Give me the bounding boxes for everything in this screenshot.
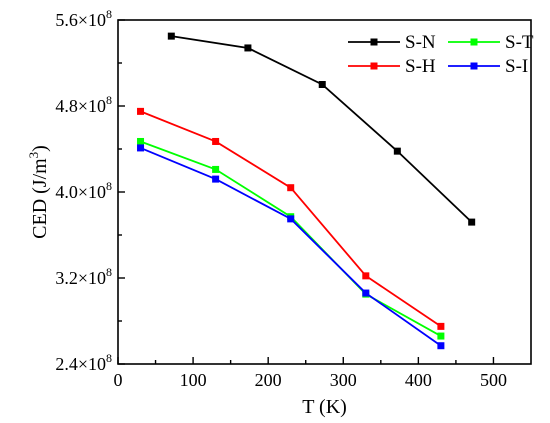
x-tick-label: 0 [114,370,123,390]
x-axis-title: T (K) [302,396,347,418]
data-point [212,165,220,173]
data-point [287,184,295,192]
legend-item-s-i: S-I [448,56,528,77]
axis-tick-labels: 0 100 200 300 400 500 2.4×108 3.2×108 4.0×108 4.8… [55,7,507,390]
data-point [393,147,401,155]
x-tick-label: 100 [180,370,207,390]
data-point [137,107,145,115]
series-s-h [137,107,445,330]
data-point [362,289,370,297]
y-axis-title-text: CED (J/m [29,158,51,239]
data-point [167,32,175,40]
legend-marker [370,62,378,70]
series-s-n [167,32,476,226]
y-tick-label: 2.4×108 [55,351,112,374]
data-point [437,322,445,330]
legend-label: S-T [505,32,534,53]
data-point [437,342,445,350]
legend-item-s-n: S-N [348,32,436,53]
y-tick-label: 3.2×108 [55,265,112,288]
data-point [437,332,445,340]
data-point [468,218,476,226]
y-tick-label: 4.0×108 [55,179,112,202]
y-axis-title-close: ) [29,145,51,152]
data-series [137,32,476,350]
legend-label: S-H [405,56,436,77]
legend-marker [470,62,478,70]
x-tick-label: 400 [405,370,432,390]
series-line [140,147,442,347]
x-tick-label: 500 [480,370,507,390]
legend-item-s-t: S-T [448,32,534,53]
series-s-t [137,137,445,340]
data-point [137,144,145,152]
legend-label: S-N [405,32,436,53]
series-s-i [137,144,445,350]
x-tick-label: 300 [330,370,357,390]
data-point [212,137,220,145]
data-point [244,44,252,52]
data-point [212,175,220,183]
data-point [318,81,326,88]
data-point [137,137,145,145]
y-axis-title-superscript: 3 [26,152,41,159]
data-point [362,272,370,280]
legend-item-s-h: S-H [348,56,436,77]
plot-frame [117,19,532,365]
legend: S-N S-T S-H S-I [348,32,534,77]
axis-ticks [117,19,495,365]
legend-marker [470,38,478,46]
y-tick-label: 5.6×108 [55,7,112,30]
data-point [287,215,295,223]
legend-label: S-I [505,56,528,77]
x-tick-label: 200 [255,370,282,390]
series-line [140,140,442,337]
legend-marker [370,38,378,46]
y-tick-label: 4.8×108 [55,93,112,116]
y-axis-title: CED (J/m3) [26,145,51,239]
